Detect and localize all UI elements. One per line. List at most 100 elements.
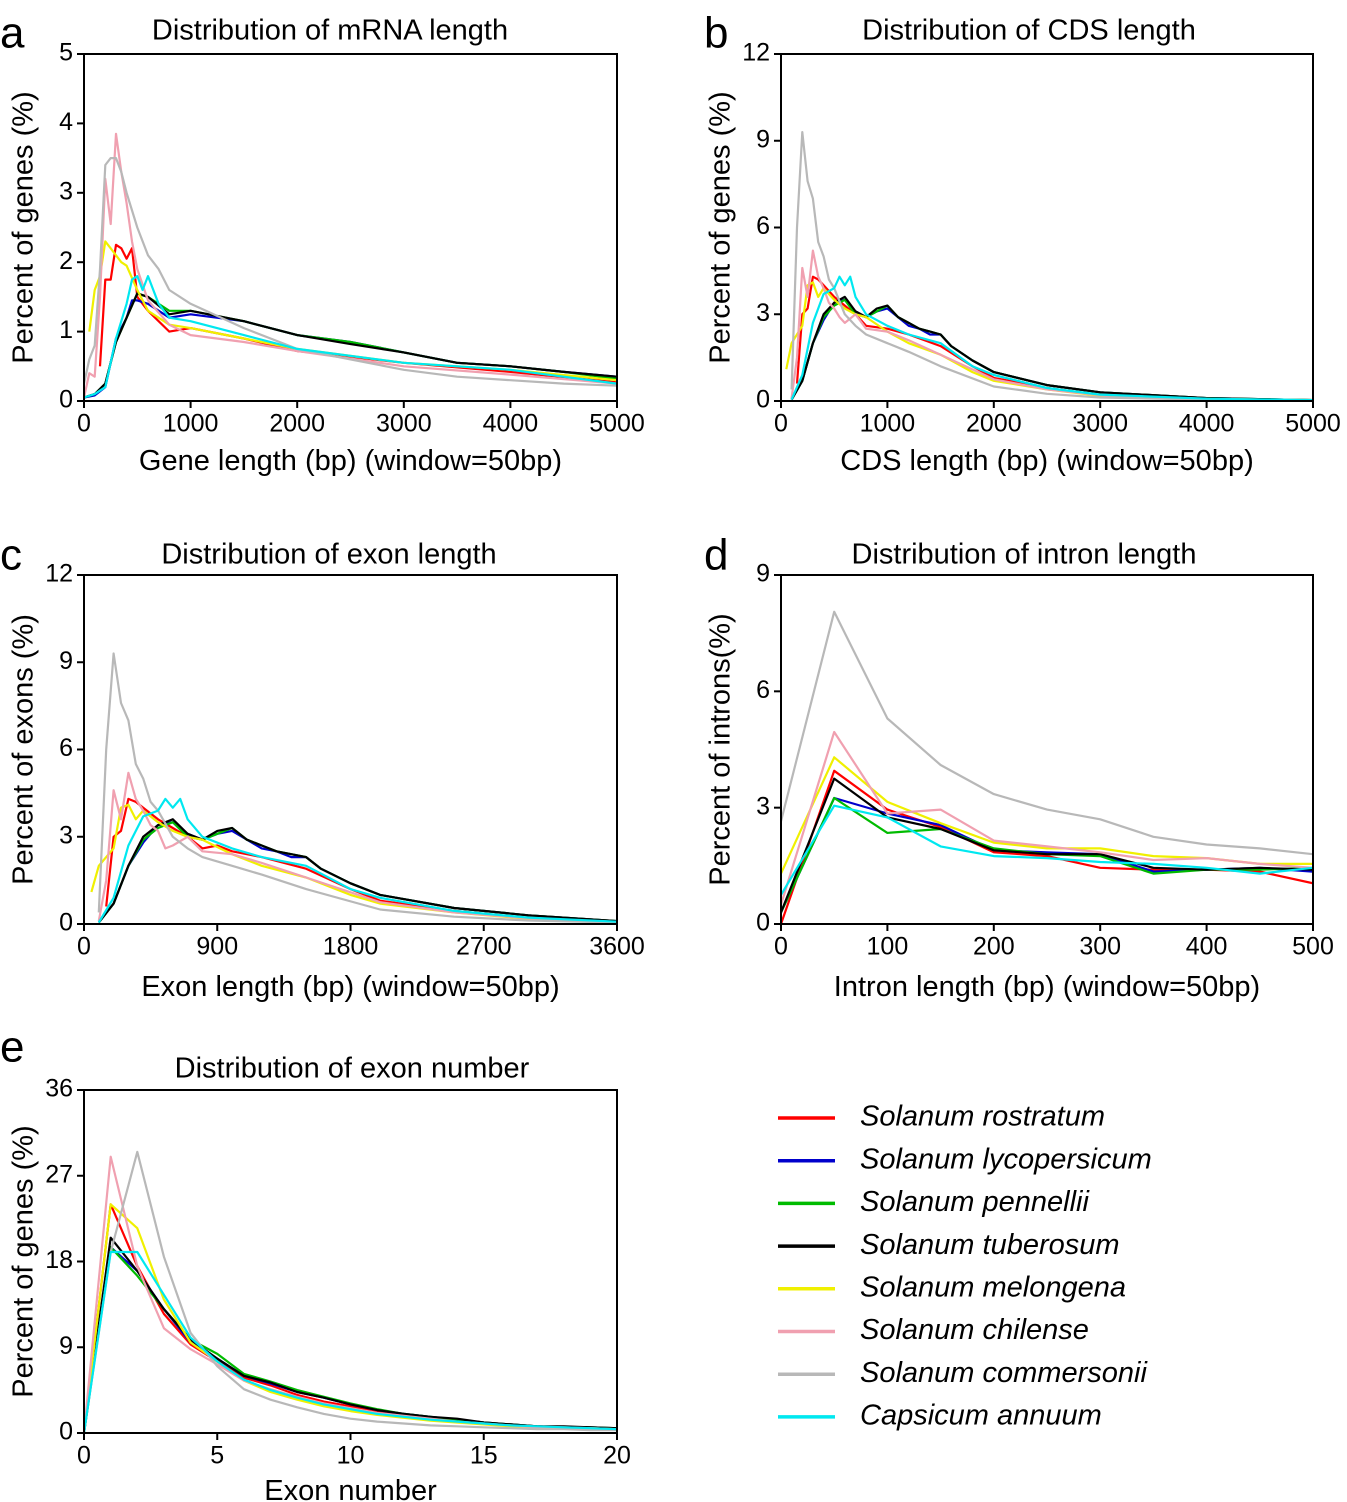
series-group — [90, 652, 617, 924]
y-tick-label: 0 — [59, 909, 73, 937]
x-tick-label: 0 — [774, 933, 788, 961]
y-tick-label: 6 — [59, 734, 73, 762]
x-axis-label: Exon length (bp) (window=50bp) — [141, 971, 559, 1003]
legend-label: Solanum melongena — [860, 1271, 1126, 1303]
x-tick-label: 0 — [77, 1442, 91, 1470]
series-line-solanum-commersonii — [84, 1150, 617, 1433]
x-tick-label: 3000 — [1072, 410, 1128, 438]
series-line-solanum-melongena — [84, 1203, 617, 1433]
x-tick-label: 5 — [210, 1442, 224, 1470]
series-line-capsicum-annuum — [781, 804, 1313, 896]
series-line-capsicum-annuum — [84, 1250, 617, 1433]
x-tick-label: 0 — [774, 410, 788, 438]
legend-label: Solanum chilense — [860, 1314, 1089, 1346]
panel-letter: c — [0, 531, 22, 580]
series-line-solanum-tuberosum — [97, 818, 617, 924]
series-line-solanum-rostratum — [84, 1203, 617, 1433]
y-tick-label: 18 — [45, 1246, 73, 1274]
series-group — [84, 132, 617, 399]
chart-title: Distribution of exon length — [161, 539, 496, 571]
x-axis-label: Intron length (bp) (window=50bp) — [834, 971, 1260, 1003]
chart-title: Distribution of intron length — [852, 539, 1197, 571]
x-tick-label: 500 — [1292, 933, 1334, 961]
x-tick-label: 3600 — [589, 933, 645, 961]
legend-label: Solanum commersonii — [860, 1357, 1148, 1389]
legend-item-solanum-commersonii: Solanum commersonii — [778, 1357, 1148, 1389]
y-tick-label: 9 — [59, 1332, 73, 1360]
series-line-solanum-lycopersicum — [97, 821, 617, 924]
x-tick-label: 5000 — [1285, 410, 1341, 438]
legend-item-solanum-pennellii: Solanum pennellii — [778, 1186, 1090, 1218]
y-tick-label: 6 — [756, 676, 770, 704]
legend-label: Solanum tuberosum — [860, 1229, 1120, 1261]
x-tick-label: 2700 — [456, 933, 512, 961]
series-line-solanum-chilense — [97, 771, 617, 924]
y-axis-label: Percent of genes (%) — [8, 91, 40, 363]
x-tick-label: 10 — [337, 1442, 365, 1470]
x-axis-label: Gene length (bp) (window=50bp) — [139, 445, 562, 477]
series-line-capsicum-annuum — [84, 275, 617, 399]
chart-title: Distribution of CDS length — [862, 15, 1196, 47]
series-line-solanum-chilense — [781, 730, 1313, 905]
x-tick-label: 2000 — [966, 410, 1022, 438]
panel-e: e Distribution of exon number 0 5 10 15 20 0 9 18… — [0, 1023, 631, 1502]
plot-frame — [780, 53, 1314, 402]
y-tick-label: 0 — [756, 909, 770, 937]
y-axis-label: Percent of genes (%) — [705, 91, 737, 363]
legend-item-solanum-tuberosum: Solanum tuberosum — [778, 1229, 1120, 1261]
series-line-solanum-tuberosum — [790, 295, 1313, 401]
series-line-solanum-commersonii — [84, 157, 617, 387]
y-tick-label: 0 — [59, 386, 73, 414]
legend-item-capsicum-annuum: Capsicum annuum — [778, 1400, 1102, 1432]
series-line-solanum-tuberosum — [84, 1236, 617, 1433]
legend-label: Solanum pennellii — [860, 1186, 1090, 1218]
x-tick-label: 200 — [973, 933, 1015, 961]
y-tick-label: 12 — [742, 39, 770, 67]
y-tick-label: 2 — [59, 247, 73, 275]
x-tick-label: 300 — [1079, 933, 1121, 961]
y-tick-label: 27 — [45, 1160, 73, 1188]
panel-letter: a — [0, 9, 25, 58]
series-line-solanum-pennellii — [97, 821, 617, 924]
x-tick-label: 900 — [196, 933, 238, 961]
x-axis-label: Exon number — [264, 1475, 437, 1502]
y-tick-label: 9 — [756, 125, 770, 153]
y-tick-label: 0 — [59, 1418, 73, 1446]
series-line-solanum-commersonii — [97, 652, 617, 924]
series-line-solanum-rostratum — [105, 797, 617, 923]
x-tick-label: 100 — [867, 933, 909, 961]
x-tick-label: 1000 — [860, 410, 916, 438]
series-line-solanum-chilense — [84, 132, 617, 398]
y-axis-label: Percent of introns(%) — [705, 613, 737, 885]
legend: Solanum rostratum Solanum lycopersicum Sol… — [778, 1101, 1152, 1432]
y-tick-label: 4 — [59, 108, 73, 136]
y-axis-label: Percent of exons (%) — [8, 614, 40, 885]
panel-letter: d — [704, 531, 728, 580]
x-tick-label: 1800 — [323, 933, 379, 961]
y-axis-label: Percent of genes (%) — [8, 1125, 40, 1397]
series-line-capsicum-annuum — [790, 275, 1313, 401]
x-tick-label: 0 — [77, 410, 91, 438]
y-tick-label: 9 — [756, 560, 770, 588]
x-tick-label: 4000 — [483, 410, 539, 438]
y-tick-label: 6 — [756, 212, 770, 240]
x-tick-label: 20 — [603, 1442, 631, 1470]
y-tick-label: 36 — [45, 1075, 73, 1103]
y-tick-label: 9 — [59, 647, 73, 675]
y-tick-label: 0 — [756, 386, 770, 414]
y-tick-label: 3 — [756, 299, 770, 327]
legend-item-solanum-rostratum: Solanum rostratum — [778, 1101, 1105, 1133]
y-tick-label: 1 — [59, 316, 73, 344]
y-tick-label: 3 — [59, 821, 73, 849]
panel-a: a Distribution of mRNA length 0 1000 2000 300… — [0, 9, 645, 477]
legend-item-solanum-chilense: Solanum chilense — [778, 1314, 1089, 1346]
panel-letter: b — [704, 9, 728, 58]
x-tick-label: 5000 — [589, 410, 645, 438]
panel-c: c Distribution of exon length 0 900 1800 2700… — [0, 531, 645, 1003]
x-tick-label: 400 — [1186, 933, 1228, 961]
x-tick-label: 2000 — [269, 410, 325, 438]
legend-label: Solanum lycopersicum — [860, 1143, 1152, 1175]
series-line-solanum-commersonii — [781, 610, 1313, 856]
series-line-solanum-chilense — [790, 249, 1313, 401]
